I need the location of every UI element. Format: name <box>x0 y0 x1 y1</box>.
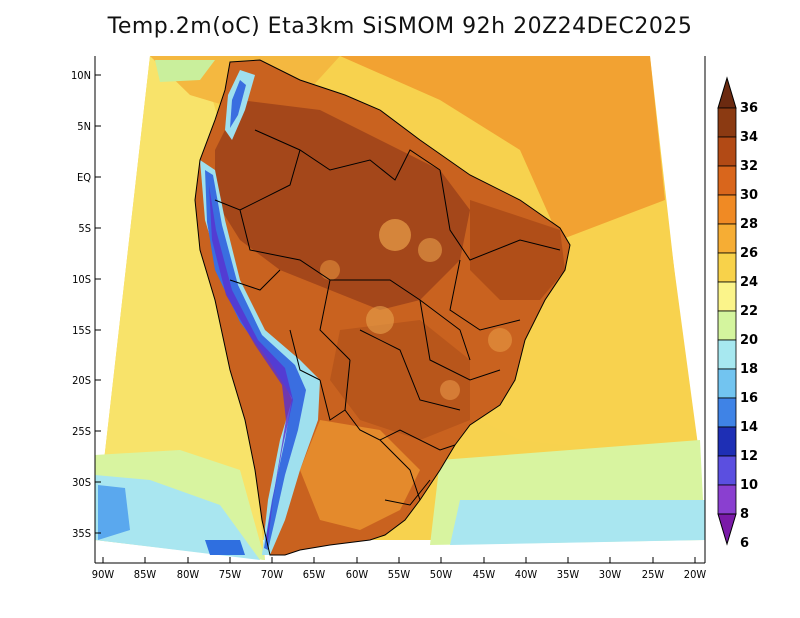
colorbar-swatch <box>717 484 737 515</box>
lat-label: EQ <box>77 171 91 184</box>
colorbar <box>717 76 737 546</box>
plot-frame <box>94 56 706 564</box>
colorbar-swatch <box>717 310 737 341</box>
colorbar-label: 32 <box>740 159 758 174</box>
lat-label: 5N <box>77 120 91 133</box>
lon-label: 50W <box>430 568 453 581</box>
colorbar-arrow-top <box>717 76 737 109</box>
colorbar-labels: 36 34 32 30 28 26 24 22 20 18 16 14 12 10 8 6 <box>740 101 758 551</box>
lon-label: 75W <box>219 568 242 581</box>
colorbar-label: 8 <box>740 507 749 522</box>
lat-label: 15S <box>72 324 91 337</box>
colorbar-label: 6 <box>740 536 749 551</box>
lon-label: 80W <box>177 568 200 581</box>
colorbar-swatch <box>717 136 737 167</box>
lon-label: 70W <box>261 568 284 581</box>
longitude-labels: 90W 85W 80W 75W 70W 65W 60W 55W 50W 45W … <box>92 568 707 581</box>
colorbar-label: 34 <box>740 130 758 145</box>
lon-label: 65W <box>303 568 326 581</box>
colorbar-label: 16 <box>740 391 758 406</box>
colorbar-label: 36 <box>740 101 758 116</box>
south-america-landmass <box>195 60 570 555</box>
lon-label: 25W <box>642 568 665 581</box>
colorbar-swatch <box>717 252 737 283</box>
lon-label: 20W <box>684 568 707 581</box>
lon-label: 40W <box>515 568 538 581</box>
lon-label: 35W <box>557 568 580 581</box>
colorbar-swatch <box>717 426 737 457</box>
colorbar-swatch <box>717 455 737 486</box>
colorbar-swatch <box>717 223 737 254</box>
colorbar-swatch <box>717 397 737 428</box>
longitude-axis <box>102 557 696 563</box>
colorbar-label: 30 <box>740 188 758 203</box>
lon-label: 30W <box>599 568 622 581</box>
colorbar-arrow-bottom <box>717 513 737 546</box>
colorbar-label: 24 <box>740 275 758 290</box>
lon-label: 55W <box>388 568 411 581</box>
map-title: Temp.2m(oC) Eta3km SiSMOM 92h 20Z24DEC20… <box>107 14 693 39</box>
lat-label: 5S <box>78 222 91 235</box>
latitude-labels: 10N 5N EQ 5S 10S 15S 20S 25S 30S 35S <box>71 69 91 540</box>
lon-label: 85W <box>134 568 157 581</box>
colorbar-label: 14 <box>740 420 758 435</box>
colorbar-label: 12 <box>740 449 758 464</box>
lon-label: 90W <box>92 568 115 581</box>
colorbar-swatch <box>717 194 737 225</box>
colorbar-label: 26 <box>740 246 758 261</box>
lat-label: 35S <box>72 527 91 540</box>
country-borders <box>194 59 571 556</box>
colorbar-label: 18 <box>740 362 758 377</box>
colorbar-swatch <box>717 339 737 370</box>
lat-label: 25S <box>72 425 91 438</box>
colorbar-label: 10 <box>740 478 758 493</box>
colorbar-swatch <box>717 368 737 399</box>
latitude-axis <box>95 74 101 534</box>
colorbar-swatch <box>717 281 737 312</box>
lat-label: 10S <box>72 273 91 286</box>
colorbar-label: 20 <box>740 333 758 348</box>
lat-label: 30S <box>72 476 91 489</box>
colorbar-label: 28 <box>740 217 758 232</box>
colorbar-label: 22 <box>740 304 758 319</box>
lat-label: 10N <box>71 69 91 82</box>
colorbar-swatch <box>717 107 737 138</box>
lon-label: 45W <box>473 568 496 581</box>
lat-label: 20S <box>72 374 91 387</box>
lon-label: 60W <box>346 568 369 581</box>
colorbar-swatch <box>717 165 737 196</box>
